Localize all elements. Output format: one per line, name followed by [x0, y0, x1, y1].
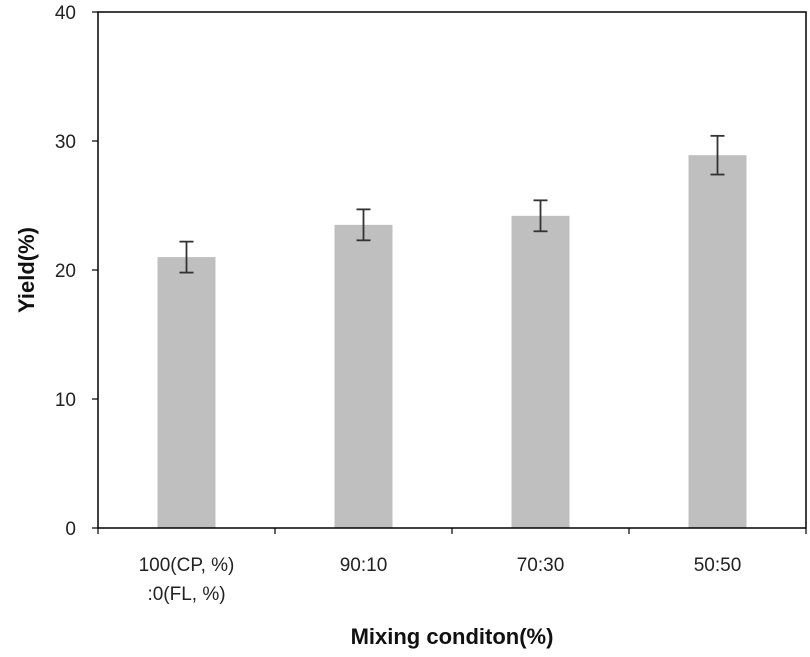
y-tick-label: 30 [55, 132, 76, 153]
x-axis-ticks: 100(CP, %) :0(FL, %) 90:10 70:30 50:50 [97, 528, 807, 605]
x-axis-title: Mixing conditon(%) [351, 624, 554, 649]
bar [334, 224, 393, 528]
bars-layer [157, 155, 747, 528]
y-axis-ticks: 0 10 20 30 40 [55, 3, 98, 540]
y-tick-label: 10 [55, 390, 76, 411]
error-bars-layer [179, 134, 725, 274]
x-tick-label: 90:10 [340, 555, 388, 576]
bar [511, 215, 570, 528]
y-tick-label: 20 [55, 261, 76, 282]
x-tick-label: 50:50 [694, 555, 742, 576]
y-tick-label: 40 [55, 3, 76, 24]
error-bar [533, 199, 548, 233]
x-tick-label: 70:30 [517, 555, 565, 576]
y-tick-label: 0 [65, 519, 76, 540]
error-bar [710, 134, 725, 176]
x-tick-label: :0(FL, %) [147, 584, 225, 605]
error-bar [356, 208, 371, 242]
bar [688, 155, 747, 528]
x-tick-label: 100(CP, %) [139, 555, 235, 576]
error-bar [179, 240, 194, 274]
y-axis-title: Yield(%) [14, 227, 39, 313]
bar [157, 257, 216, 528]
